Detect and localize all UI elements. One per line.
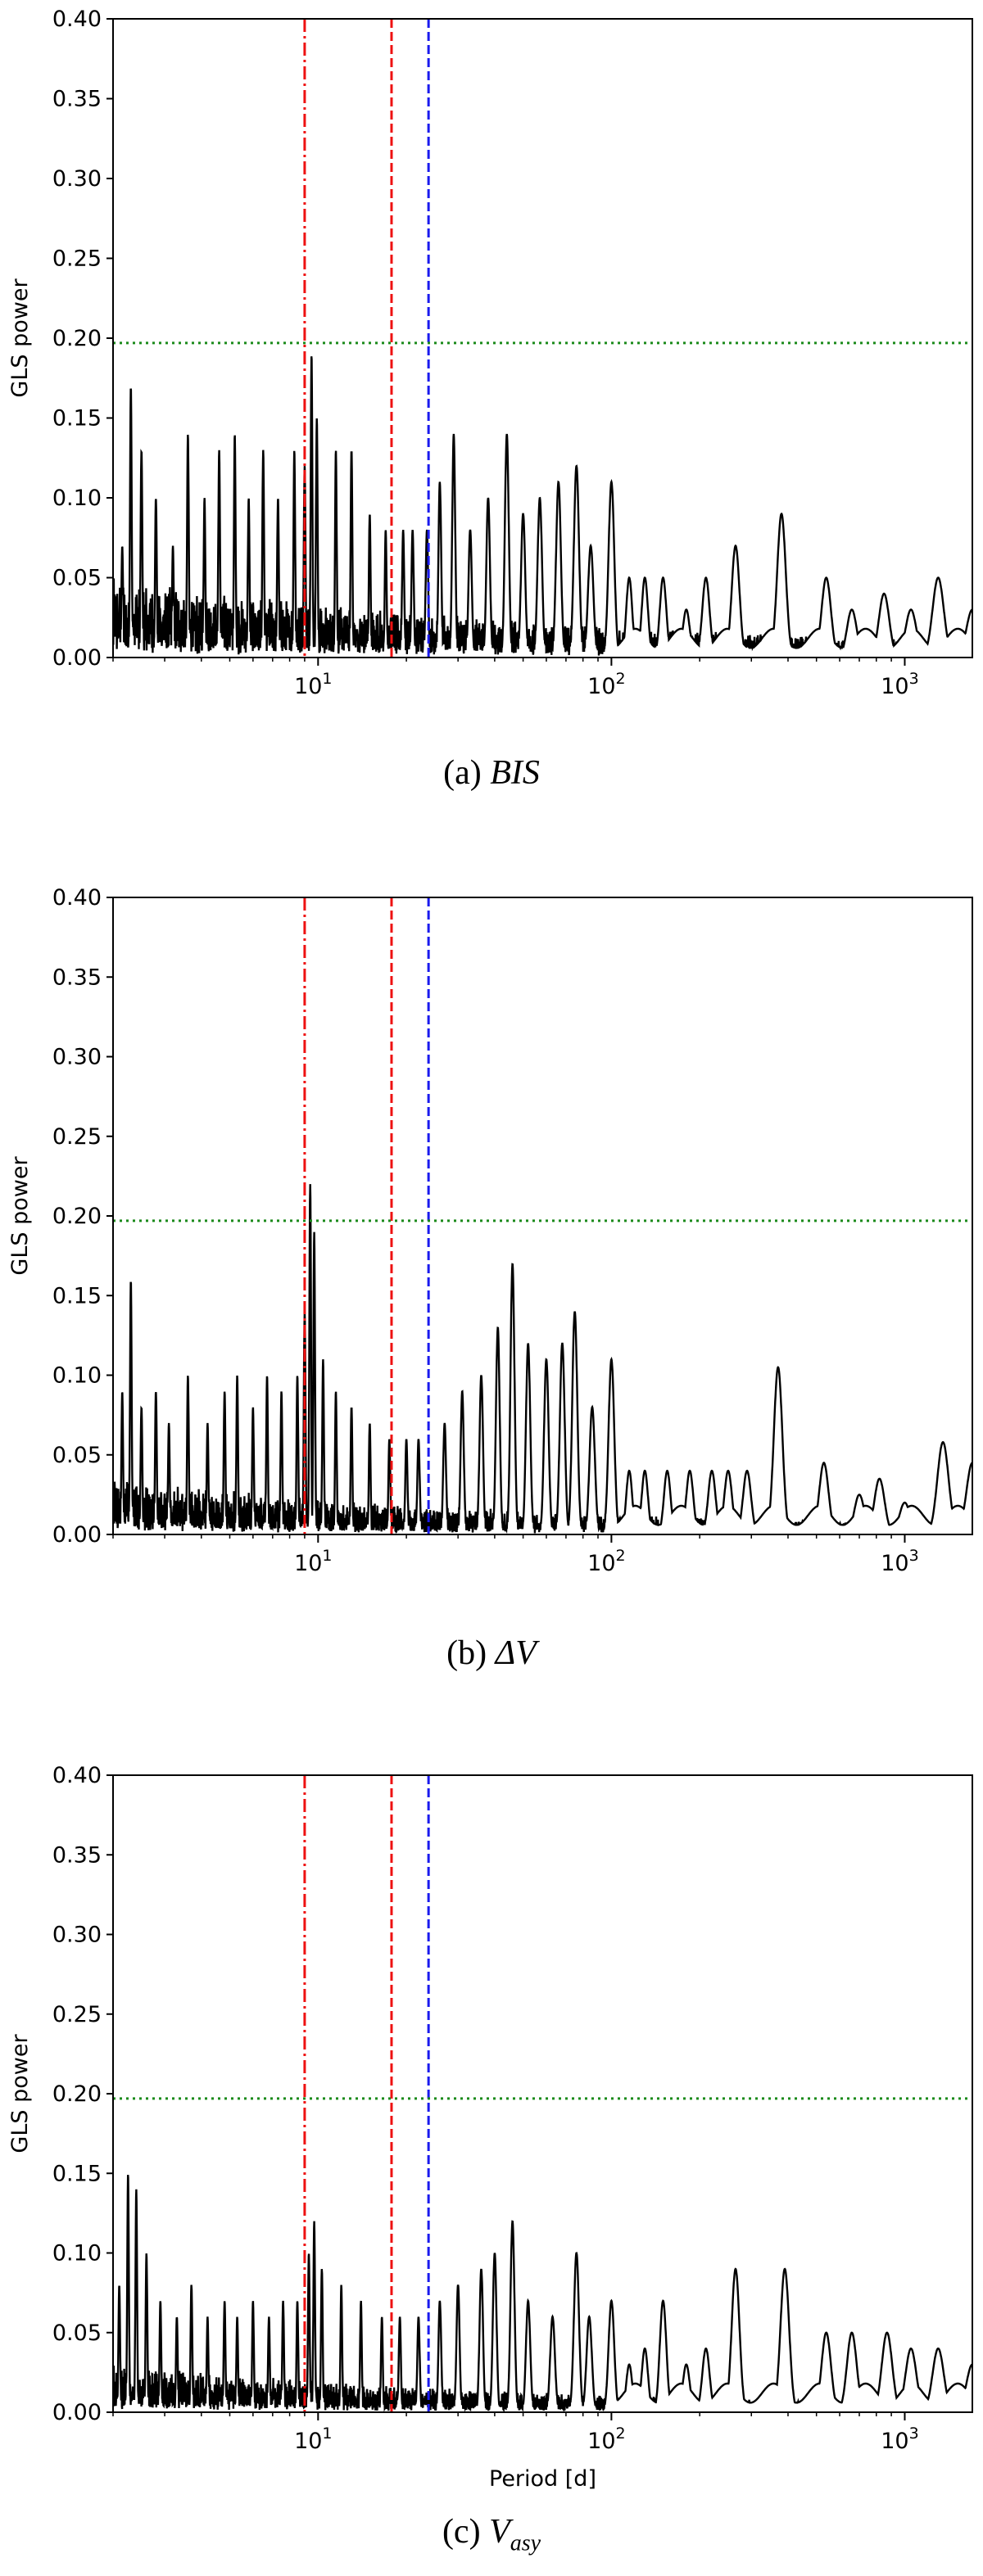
ytick-label-c-1: 0.05	[52, 2321, 102, 2346]
ytick-label-a-7: 0.35	[52, 87, 102, 112]
xlabel-c: Period [d]	[489, 2466, 596, 2492]
series-gls-c	[113, 2174, 972, 2412]
ylabel-b: GLS power	[7, 1156, 33, 1276]
ytick-label-c-2: 0.10	[52, 2241, 102, 2266]
ytick-label-b-2: 0.10	[52, 1363, 102, 1389]
xtick-label-a-2: 103	[881, 670, 918, 699]
xtick-label-a-1: 102	[587, 670, 625, 699]
ytick-label-b-8: 0.40	[52, 885, 102, 911]
ytick-label-b-6: 0.30	[52, 1045, 102, 1070]
caption-b-prefix: (b)	[446, 1634, 496, 1672]
axes-frame-c	[112, 1774, 973, 2413]
ytick-label-b-0: 0.00	[52, 1522, 102, 1548]
xtick-label-c-0: 101	[294, 2425, 332, 2454]
xtick-label-b-2: 103	[881, 1547, 918, 1576]
ylabel-a: GLS power	[7, 278, 33, 398]
ytick-label-c-0: 0.00	[52, 2400, 102, 2425]
panel-c: 0.00 0.05 0.10 0.15 0.20 0.25 0.30 0.35 0.40 101 1…	[7, 1763, 973, 2492]
ytick-label-c-3: 0.15	[52, 2161, 102, 2186]
series-gls-b	[113, 1184, 972, 1534]
ytick-label-a-4: 0.20	[52, 326, 102, 351]
panel-a: 0.00 0.05 0.10 0.15 0.20 0.25 0.30 0.35 0.40 101 1…	[7, 7, 973, 699]
ytick-label-b-5: 0.25	[52, 1124, 102, 1150]
ytick-label-a-1: 0.05	[52, 566, 102, 591]
caption-c-prefix: (c)	[442, 2513, 490, 2551]
panel-b: 0.00 0.05 0.10 0.15 0.20 0.25 0.30 0.35 0.40 101 1…	[7, 885, 973, 1576]
xtick-label-b-1: 102	[587, 1547, 625, 1576]
caption-a: (a) BIS	[0, 753, 983, 793]
ytick-label-b-4: 0.20	[52, 1204, 102, 1229]
ytick-label-c-8: 0.40	[52, 1763, 102, 1788]
ytick-label-a-3: 0.15	[52, 406, 102, 432]
ytick-label-b-1: 0.05	[52, 1443, 102, 1468]
ylabel-c: GLS power	[7, 2034, 33, 2153]
axes-frame-b	[112, 897, 973, 1535]
caption-a-prefix: (a)	[443, 754, 491, 792]
caption-c-subscript: asy	[510, 2530, 541, 2556]
ytick-label-b-7: 0.35	[52, 965, 102, 990]
ytick-label-a-2: 0.10	[52, 486, 102, 511]
xtick-label-a-0: 101	[294, 670, 332, 699]
caption-b: (b) ΔV	[0, 1634, 983, 1673]
caption-b-symbol: ΔV	[495, 1634, 537, 1672]
ytick-label-c-5: 0.25	[52, 2002, 102, 2027]
caption-c: (c) Vasy	[0, 2512, 983, 2556]
ytick-label-b-3: 0.15	[52, 1283, 102, 1308]
ytick-label-c-4: 0.20	[52, 2081, 102, 2107]
ytick-label-a-0: 0.00	[52, 645, 102, 671]
caption-c-symbol: V	[489, 2513, 510, 2551]
ytick-label-a-5: 0.25	[52, 246, 102, 272]
xtick-label-b-0: 101	[294, 1547, 332, 1576]
xtick-label-c-1: 102	[587, 2425, 625, 2454]
ytick-label-a-8: 0.40	[52, 7, 102, 32]
series-gls-a	[113, 356, 972, 656]
ytick-label-a-6: 0.30	[52, 166, 102, 192]
xtick-label-c-2: 103	[881, 2425, 918, 2454]
ytick-label-c-6: 0.30	[52, 1923, 102, 1948]
ytick-label-c-7: 0.35	[52, 1842, 102, 1868]
caption-a-symbol: BIS	[490, 754, 540, 792]
